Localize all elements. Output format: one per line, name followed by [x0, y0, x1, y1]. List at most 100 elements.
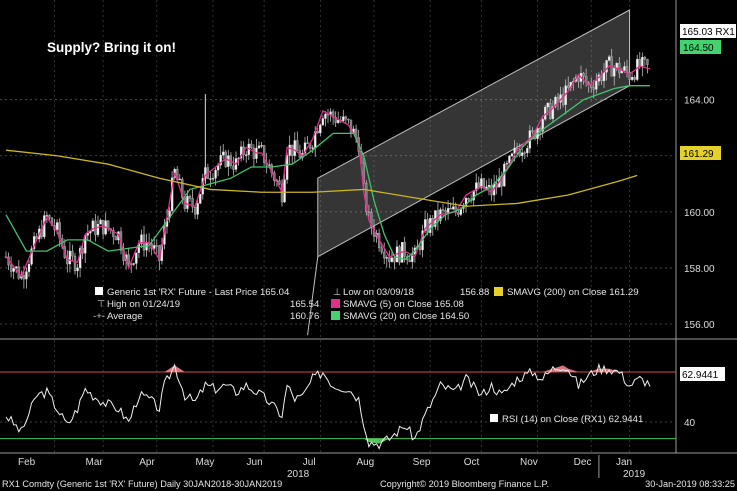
- candle-body: [288, 144, 291, 156]
- rsi-line: [5, 362, 651, 450]
- candle-body: [86, 233, 89, 236]
- legend-low-icon: ⊥: [333, 287, 341, 298]
- candle-body: [383, 251, 386, 259]
- candle-body: [625, 66, 629, 73]
- candle-body: [260, 145, 263, 147]
- month-tick-label: May: [195, 457, 214, 468]
- candle-body: [214, 169, 217, 179]
- legend-sma20: SMAVG (20) on Close 164.50: [343, 311, 469, 322]
- candle-body: [191, 198, 194, 208]
- legend-average-label: Average: [107, 311, 143, 322]
- candle-body: [623, 66, 626, 71]
- candle-body: [209, 178, 212, 180]
- candle-body: [291, 144, 294, 156]
- rsi-overbought-fill: [598, 368, 610, 372]
- candle-body: [541, 119, 544, 132]
- candle-body: [633, 77, 636, 80]
- candle-body: [531, 130, 534, 132]
- candle-body: [480, 178, 483, 189]
- month-tick-label: Jun: [247, 457, 263, 468]
- rsi-overbought-fill: [174, 365, 185, 372]
- candle-body: [602, 72, 606, 82]
- price-tick-label: 160.00: [684, 208, 715, 219]
- candle-body: [554, 96, 557, 107]
- legend-main: Generic 1st 'RX' Future - Last Price 165…: [107, 287, 290, 298]
- candle-body: [605, 60, 608, 73]
- candle-body: [587, 82, 590, 85]
- candle-body: [101, 219, 105, 235]
- candle-body: [211, 178, 215, 180]
- candle-body: [521, 152, 524, 156]
- legend-sma5: SMAVG (5) on Close 165.08: [343, 299, 464, 310]
- candle-body: [155, 245, 158, 247]
- legend-swatch-price: [95, 287, 103, 295]
- candle-body: [390, 257, 394, 262]
- year-label-2019: 2019: [623, 469, 646, 480]
- month-tick-label: Jan: [616, 457, 632, 468]
- candle-body: [592, 87, 595, 90]
- rsi-panel: [0, 362, 676, 450]
- candle-body: [446, 208, 450, 213]
- candle-body: [523, 152, 526, 154]
- price-tick-label: 156.00: [684, 320, 715, 331]
- candle-body: [441, 209, 445, 211]
- candle-body: [55, 222, 59, 230]
- candle-body: [278, 180, 281, 185]
- candle-body: [296, 140, 299, 151]
- rsi-tick-label: 40: [684, 418, 696, 429]
- candle-body: [96, 223, 100, 235]
- candle-body: [561, 94, 565, 105]
- sma200-tag: 161.29: [680, 146, 721, 160]
- series-line-smavg-20-: [5, 85, 650, 261]
- candle-body: [485, 186, 488, 189]
- candle-body: [319, 124, 322, 134]
- sma20-tag: 164.50: [680, 40, 721, 54]
- candle-body: [316, 131, 319, 134]
- candle-body: [252, 147, 256, 159]
- candle-body: [239, 146, 243, 159]
- candle-body: [582, 73, 585, 77]
- candle-body: [181, 178, 184, 199]
- candle-body: [362, 162, 365, 184]
- candle-body: [48, 215, 51, 219]
- price-tick-label: 158.00: [684, 264, 715, 275]
- sma200-tag-text: 161.29: [683, 149, 714, 160]
- year-label-2018: 2018: [287, 469, 310, 480]
- candle-body: [337, 119, 340, 123]
- candle-body: [227, 155, 230, 167]
- series-line-smavg-200-: [5, 149, 638, 207]
- candle-body: [245, 154, 248, 156]
- legend: Generic 1st 'RX' Future - Last Price 165…: [93, 287, 643, 425]
- candle-body: [388, 257, 391, 262]
- candle-body: [140, 234, 143, 245]
- rsi-oversold-fill: [379, 438, 390, 444]
- candle-body: [628, 72, 631, 80]
- candle-body: [257, 145, 261, 149]
- candle-body: [186, 195, 189, 209]
- candle-body: [45, 215, 49, 217]
- legend-swatch-sma5: [331, 299, 340, 308]
- candle-body: [641, 57, 644, 67]
- candle-body: [232, 165, 235, 170]
- candle-body: [467, 198, 470, 201]
- rsi-overbought-fill: [588, 368, 599, 372]
- candle-body: [250, 143, 253, 149]
- trend-channel-extension: [307, 256, 319, 336]
- candle-body: [475, 182, 478, 191]
- candle-body: [457, 212, 460, 215]
- price-tick-label: 164.00: [684, 96, 715, 107]
- legend-swatch-rsi: [490, 414, 498, 422]
- candle-body: [567, 85, 570, 88]
- axes: 156.00158.00160.00162.00164.0040FebMarAp…: [18, 96, 715, 480]
- candle-body: [306, 142, 309, 144]
- candle-body: [188, 195, 192, 199]
- legend-average-icon: -+-: [93, 311, 105, 322]
- candle-body: [112, 230, 115, 237]
- candle-body: [81, 248, 84, 254]
- candle-body: [91, 220, 95, 232]
- candle-body: [76, 267, 79, 272]
- candle-body: [9, 264, 13, 272]
- candle-body: [526, 148, 529, 154]
- candle-body: [418, 246, 422, 251]
